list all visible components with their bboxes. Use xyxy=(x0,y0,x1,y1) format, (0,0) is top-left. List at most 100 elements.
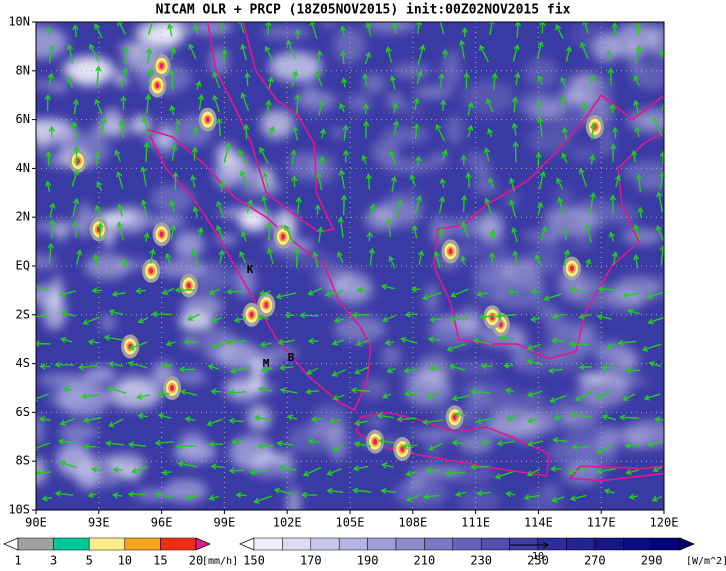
wind-arrow xyxy=(352,465,369,472)
wind-arrow xyxy=(536,40,544,60)
wind-arrow xyxy=(339,102,345,113)
wind-arrow xyxy=(191,146,198,162)
wind-arrow xyxy=(561,126,569,140)
cloud xyxy=(523,410,555,435)
legend-label: 270 xyxy=(584,554,606,568)
wind-arrow xyxy=(161,287,175,295)
cloud xyxy=(644,275,664,298)
wind-arrow xyxy=(261,195,269,217)
cloud xyxy=(77,202,93,239)
wind-arrow xyxy=(324,290,344,298)
wind-arrow xyxy=(314,70,323,87)
wind-arrow xyxy=(552,437,568,444)
wind-arrow xyxy=(614,174,621,188)
wind-arrow xyxy=(354,419,368,427)
wind-arrow xyxy=(635,173,643,192)
marker-label: M xyxy=(263,357,270,370)
wind-arrow xyxy=(562,228,569,241)
wind-arrow xyxy=(128,341,148,351)
wind-arrow xyxy=(562,249,570,267)
wind-arrow xyxy=(295,196,302,214)
wind-arrow xyxy=(512,140,519,163)
wind-arrow xyxy=(543,293,563,302)
wind-arrow xyxy=(504,387,515,394)
wind-arrow xyxy=(249,469,271,476)
wind-arrow xyxy=(72,24,79,38)
wind-arrow xyxy=(633,223,641,241)
wind-arrow xyxy=(611,251,619,266)
wind-arrow xyxy=(178,366,195,373)
precip-cell xyxy=(186,282,191,289)
wind-arrow xyxy=(655,224,664,241)
legend-swatch xyxy=(239,537,255,551)
cloud xyxy=(242,211,264,228)
wind-arrow xyxy=(184,416,196,423)
legend-swatch xyxy=(367,537,397,551)
wind-arrow xyxy=(625,469,640,476)
wind-arrow xyxy=(479,313,494,321)
wind-arrow xyxy=(94,204,102,218)
precip-cell xyxy=(155,82,160,89)
wind-arrow xyxy=(66,43,74,64)
wind-arrow xyxy=(470,463,490,471)
wind-arrow xyxy=(612,126,619,139)
wind-arrow xyxy=(240,230,247,242)
cloud xyxy=(605,287,645,312)
wind-arrow xyxy=(192,126,199,138)
wind-arrow xyxy=(527,440,543,447)
wind-arrow xyxy=(140,199,148,217)
legend-swatch xyxy=(3,537,19,551)
cloud xyxy=(216,340,260,370)
wind-arrow xyxy=(609,103,616,113)
wind-arrow xyxy=(551,313,566,320)
wind-arrow xyxy=(378,437,395,445)
precip-cell xyxy=(452,414,457,421)
wind-arrow xyxy=(441,48,449,59)
wind-arrow xyxy=(47,242,54,264)
cloud xyxy=(458,433,495,454)
wind-arrow xyxy=(356,287,369,294)
wind-arrow xyxy=(265,22,272,35)
wind-arrow xyxy=(154,439,174,447)
wind-arrow xyxy=(145,93,152,115)
wind-arrow xyxy=(112,466,123,474)
cloud xyxy=(291,90,340,108)
wind-arrow xyxy=(107,385,127,394)
wind-arrow xyxy=(362,72,369,87)
wind-arrow xyxy=(494,471,514,480)
legend-label: 20 xyxy=(189,554,203,568)
wind-arrow xyxy=(362,102,370,114)
wind-arrow xyxy=(266,222,273,241)
wind-arrow xyxy=(601,413,617,421)
wind-arrow xyxy=(94,23,103,39)
wind-arrow xyxy=(635,22,642,37)
wind-arrow xyxy=(175,443,197,450)
wind-arrow xyxy=(301,491,318,499)
wind-arrow xyxy=(476,291,489,298)
cloud xyxy=(36,415,44,445)
cloud xyxy=(251,356,264,391)
cloud xyxy=(36,457,47,486)
cloud xyxy=(84,253,130,280)
cloud xyxy=(259,26,312,39)
wind-arrow xyxy=(454,490,467,498)
wind-arrow xyxy=(225,339,247,346)
wind-arrow xyxy=(45,180,52,192)
wind-arrow xyxy=(633,74,640,86)
wind-arrow xyxy=(137,412,148,420)
reference-label: 10 xyxy=(532,551,544,562)
wind-arrow xyxy=(571,443,590,451)
wind-arrow xyxy=(405,494,421,502)
wind-arrow xyxy=(570,411,592,419)
wind-arrow xyxy=(310,416,323,423)
wind-arrow xyxy=(388,150,396,165)
wind-arrow xyxy=(331,339,344,346)
wind-arrow xyxy=(659,171,664,189)
cloud xyxy=(59,424,99,441)
wind-arrow xyxy=(585,257,592,268)
cloud xyxy=(173,231,205,259)
wind-arrow xyxy=(154,491,174,499)
wind-arrow xyxy=(611,22,618,36)
wind-arrow xyxy=(174,286,195,294)
precip-cell xyxy=(159,62,164,69)
